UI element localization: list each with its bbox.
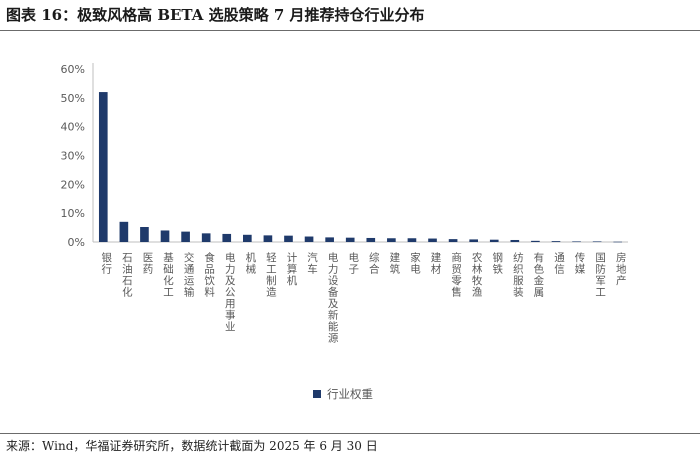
bar: [407, 238, 417, 242]
x-tick-label: 商贸零售: [450, 251, 462, 298]
x-tick-label: 基础化工: [162, 251, 174, 298]
x-tick-label: 电子: [347, 251, 359, 275]
bar: [160, 230, 170, 242]
bar: [325, 237, 334, 242]
title-bar: 图表 16：极致风格高 BETA 选股策略 7 月推荐持仓行业分布: [0, 0, 700, 30]
bar: [469, 239, 478, 242]
x-tick-label: 医药: [141, 252, 153, 275]
x-tick-label: 综合: [368, 251, 380, 275]
bar: [366, 237, 376, 242]
y-tick-label: 60%: [61, 63, 85, 76]
chart-area: 0% 10% 20% 30% 40% 50% 60% 银行 石油石化 医药 基础化工 交通运输 食品饮料…: [0, 31, 700, 432]
bar: [222, 233, 232, 242]
x-tick-label: 轻工制造: [265, 251, 277, 298]
y-tick-label: 30%: [61, 150, 85, 163]
bar: [201, 233, 211, 242]
bottom-rule: [0, 433, 700, 434]
bar: [181, 231, 190, 242]
bar: [551, 241, 561, 242]
bar: [592, 241, 602, 243]
x-tick-label: 电力及公用事业: [224, 251, 236, 332]
bar: [510, 239, 520, 242]
x-tick-label: 电力设备及新能源: [327, 251, 339, 344]
bar: [345, 237, 355, 242]
y-tick-label: 20%: [61, 178, 85, 191]
y-tick-label: 40%: [61, 121, 85, 134]
x-tick-label: 计算机: [285, 251, 297, 286]
legend-label: 行业权重: [327, 387, 373, 401]
x-tick-label: 农林牧渔: [471, 251, 483, 298]
bar: [98, 92, 108, 242]
x-tick-label: 银行: [100, 251, 112, 275]
x-tick-label: 石油石化: [121, 252, 133, 298]
bar: [572, 241, 581, 243]
bar: [263, 235, 273, 242]
x-tick-label: 纺织服装: [512, 251, 524, 298]
bar: [531, 240, 540, 242]
x-tick-label: 国防军工: [594, 252, 606, 298]
bar: [304, 236, 314, 242]
bar: [140, 227, 149, 242]
bar: [243, 234, 252, 242]
bar: [613, 241, 623, 243]
x-tick-label: 建筑: [388, 251, 400, 275]
x-tick-label: 有色金属: [532, 251, 544, 298]
top-rule: [0, 30, 700, 31]
x-tick-label: 建材: [430, 251, 442, 275]
x-tick-label: 房地产: [615, 251, 627, 286]
bar: [448, 239, 458, 242]
y-tick-label: 0%: [68, 236, 85, 249]
legend-swatch: [313, 390, 321, 398]
x-tick-label: 食品饮料: [203, 251, 215, 298]
bar: [119, 221, 129, 242]
x-tick-label: 传媒: [574, 252, 586, 275]
x-tick-label: 交通运输: [183, 251, 195, 298]
page-title: 图表 16：极致风格高 BETA 选股策略 7 月推荐持仓行业分布: [6, 6, 425, 24]
source-note: 来源：Wind，华福证券研究所，数据统计截面为 2025 年 6 月 30 日: [6, 439, 378, 453]
bar: [428, 238, 437, 242]
x-tick-label: 机械: [244, 251, 256, 275]
x-tick-label: 通信: [553, 252, 565, 275]
x-tick-label: 汽车: [306, 251, 318, 275]
bar: [489, 239, 499, 242]
x-tick-label: 钢铁: [491, 251, 503, 275]
y-tick-label: 50%: [61, 92, 85, 105]
bar: [284, 235, 293, 242]
y-tick-label: 10%: [61, 207, 85, 220]
bar: [387, 238, 396, 242]
x-tick-label: 家电: [409, 251, 421, 275]
bar-chart: 0% 10% 20% 30% 40% 50% 60% 银行 石油石化 医药 基础化工 交通运输 食品饮料…: [61, 63, 628, 401]
